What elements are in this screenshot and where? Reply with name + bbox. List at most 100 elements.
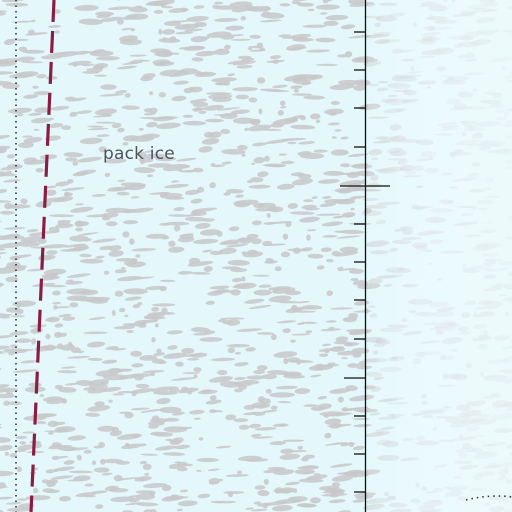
ice-floe [273, 286, 292, 290]
ice-floe [241, 379, 260, 385]
ice-floe [107, 6, 132, 10]
ice-floe [255, 208, 271, 212]
ice-floe [135, 5, 143, 8]
ice-floe [328, 499, 346, 504]
ice-floe [45, 469, 55, 474]
ice-floe [140, 133, 161, 139]
ice-floe [319, 202, 337, 208]
ice-floe [155, 156, 177, 162]
ice-floe [198, 146, 213, 153]
ice-floe [252, 142, 267, 147]
ice-floe [188, 86, 195, 91]
ice-floe [216, 290, 242, 293]
ice-floe [155, 122, 181, 129]
ice-floe [301, 82, 312, 86]
ice-floe [63, 192, 73, 197]
ice-floe [317, 403, 332, 410]
ice-floe [235, 194, 244, 198]
ice-floe [113, 325, 135, 330]
ice-floe [287, 248, 311, 252]
ice-floe [144, 153, 166, 159]
ice-floe [237, 144, 248, 151]
ice-floe [16, 56, 36, 62]
ice-floe [234, 361, 249, 367]
ice-floe [225, 243, 248, 248]
ice-floe [261, 409, 278, 413]
ice-floe [263, 505, 268, 509]
ice-floe [324, 349, 330, 354]
ice-floe [0, 445, 13, 451]
ice-floe [4, 265, 28, 269]
ice-floe [322, 0, 329, 4]
ice-floe [163, 21, 181, 27]
ice-floe [131, 248, 157, 252]
ice-floe [162, 37, 167, 41]
ice-floe [162, 352, 187, 359]
ice-floe [51, 475, 74, 480]
ice-floe [53, 421, 66, 426]
ice-floe [297, 445, 304, 450]
ice-floe [348, 441, 355, 448]
ice-floe [142, 463, 152, 471]
ice-floe [232, 60, 257, 66]
ice-floe [145, 2, 160, 6]
ice-floe [217, 369, 228, 376]
ice-floe [288, 33, 312, 39]
ice-floe [5, 501, 22, 505]
ice-floe [93, 467, 110, 473]
ice-floe [79, 137, 103, 145]
ice-floe [323, 20, 339, 27]
ice-floe [334, 230, 345, 233]
ice-floe [190, 198, 203, 204]
ice-floe [348, 312, 359, 319]
ice-floe [0, 252, 8, 255]
ice-floe [170, 52, 180, 55]
ice-floe [248, 45, 264, 49]
ice-floe [47, 420, 59, 428]
ice-floe [121, 266, 126, 270]
ice-floe [111, 122, 122, 129]
ice-floe [95, 504, 104, 510]
ice-floe [313, 473, 321, 476]
ice-floe [3, 400, 10, 406]
ice-floe [207, 468, 220, 472]
ice-floe [340, 136, 349, 140]
ice-floe [95, 108, 117, 116]
ice-floe [278, 34, 292, 38]
ice-floe [181, 347, 195, 354]
ice-floe [244, 127, 249, 132]
ice-floe [176, 466, 188, 472]
ice-floe [39, 345, 58, 350]
ice-floe [232, 86, 258, 92]
ice-floe [280, 106, 287, 109]
ice-floe [271, 505, 293, 512]
ice-floe [87, 357, 103, 362]
ice-floe [353, 424, 372, 428]
ice-floe [77, 232, 99, 236]
ice-floe [122, 231, 130, 238]
ice-floe [316, 265, 325, 270]
ice-floe [70, 206, 94, 213]
ice-floe [85, 412, 100, 417]
ice-floe [245, 347, 256, 352]
ice-floe [340, 229, 365, 235]
ice-floe [154, 323, 159, 328]
ice-floe [180, 386, 189, 392]
ice-floe [21, 61, 43, 64]
ice-floe [269, 392, 295, 398]
ice-floe [99, 245, 113, 251]
ice-floe [254, 485, 266, 490]
ice-floe [339, 180, 363, 187]
ice-floe [24, 32, 48, 36]
ice-floe [0, 437, 11, 443]
ice-floe [269, 55, 282, 60]
ice-floe [337, 54, 348, 58]
ice-floe [182, 353, 203, 357]
ice-floe [319, 485, 340, 491]
ice-floe [248, 423, 262, 429]
ice-floe [298, 173, 312, 180]
ice-floe [329, 85, 350, 91]
ice-floe [196, 469, 202, 472]
ice-floe [221, 161, 232, 165]
